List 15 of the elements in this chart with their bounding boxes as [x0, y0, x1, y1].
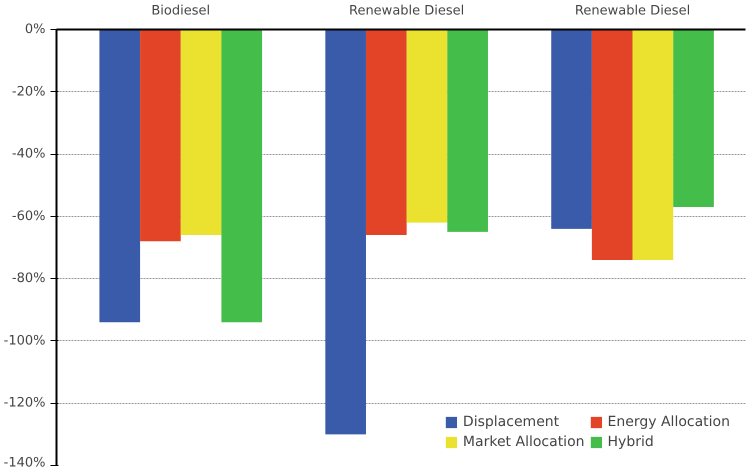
legend-label: Hybrid [608, 434, 654, 450]
y-tick-label: -60% [12, 208, 46, 224]
x-tick-label: Renewable Diesel [574, 4, 690, 18]
y-tick-label: -20% [12, 84, 46, 100]
y-tick-label: -40% [12, 146, 46, 162]
y-tick-label: -140% [4, 456, 46, 470]
y-tick-label: -120% [4, 396, 46, 411]
legend-label: Market Allocation [462, 434, 585, 450]
y-tick-label: 0% [24, 22, 46, 37]
x-tick-label: Biodiesel [151, 4, 210, 18]
legend-label: Displacement [462, 414, 560, 430]
legend-label: Energy Allocation [608, 414, 730, 430]
y-tick-label: -80% [12, 271, 46, 286]
y-tick-label: -100% [4, 333, 46, 348]
x-tick-label: Renewable Diesel [349, 4, 464, 18]
